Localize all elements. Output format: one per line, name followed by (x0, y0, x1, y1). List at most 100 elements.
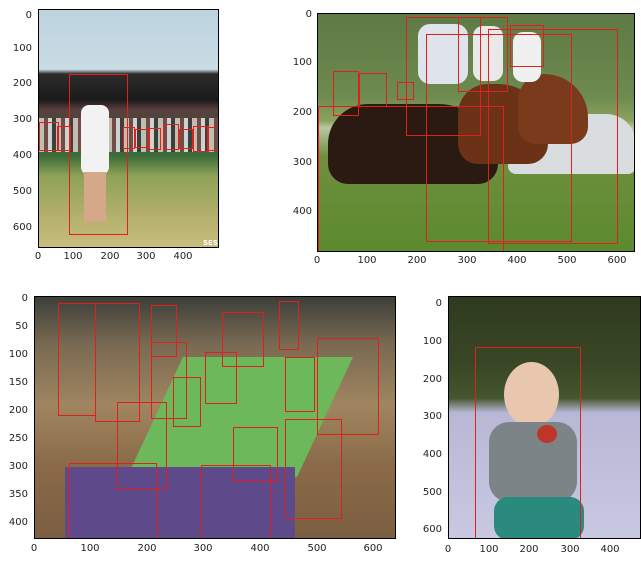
y-tick-label: 200 (8, 405, 28, 416)
y-tick-label: 500 (422, 487, 442, 498)
x-tick-label: 0 (34, 251, 42, 262)
bbox-child (285, 357, 315, 412)
x-tick-label: 0 (30, 543, 38, 554)
x-tick-label: 600 (363, 543, 383, 554)
baby-image (448, 296, 641, 539)
panel-baby: 0 100 200 300 400 500 600 0 100 200 300 … (410, 290, 641, 567)
jockey (513, 32, 541, 82)
x-tick-label: 300 (560, 544, 580, 555)
bbox-child (285, 419, 342, 519)
y-tick-label: 0 (435, 298, 442, 309)
bbox-child (233, 427, 278, 482)
panel-horses: 0 100 200 300 400 0 100 200 300 400 500 … (270, 0, 641, 266)
y-tick-label: 100 (292, 57, 312, 68)
x-tick-label: 400 (600, 544, 620, 555)
y-tick-label: 50 (15, 321, 28, 332)
bbox-jockey (458, 17, 508, 92)
y-tick-label: 100 (422, 336, 442, 347)
bbox-spectator (179, 129, 193, 149)
y-tick-label: 200 (12, 78, 32, 89)
x-tick-label: 300 (193, 543, 213, 554)
bbox-horse (488, 29, 618, 244)
y-tick-label: 100 (8, 349, 28, 360)
y-tick-label: 400 (8, 517, 28, 528)
y-tick-label: 100 (12, 43, 32, 54)
x-tick-label: 400 (173, 251, 193, 262)
bbox-spectator (149, 128, 161, 150)
bbox-person (359, 73, 387, 107)
x-tick-label: 400 (507, 255, 527, 266)
bbox-person (317, 338, 379, 435)
player-legs (84, 172, 106, 222)
bbox-jockey (406, 17, 481, 136)
bbox-spectator (39, 122, 59, 151)
bbox-person (151, 305, 177, 357)
tennis-image: SES (38, 9, 219, 248)
x-tick-label: 300 (136, 251, 156, 262)
bbox-child (173, 377, 201, 427)
x-tick-label: 100 (479, 544, 499, 555)
bbox-spectator (207, 127, 218, 151)
bbox-spectator (123, 127, 135, 149)
bbox-horse (426, 34, 572, 242)
y-tick-label: 500 (12, 186, 32, 197)
panel-party: 0 50 100 150 200 250 300 350 400 0 100 2… (0, 290, 400, 567)
x-tick-label: 100 (63, 251, 83, 262)
y-tick-label: 0 (305, 9, 312, 20)
mat (65, 467, 295, 538)
x-tick-label: 0 (444, 544, 452, 555)
y-tick-label: 300 (12, 114, 32, 125)
x-tick-label: 200 (407, 255, 427, 266)
bbox-person (222, 312, 264, 367)
baby-legs (494, 497, 584, 538)
y-tick-label: 400 (292, 206, 312, 217)
x-tick-label: 100 (80, 543, 100, 554)
bbox-spectator (193, 126, 209, 152)
baby-body (489, 422, 577, 502)
x-tick-label: 500 (307, 543, 327, 554)
x-tick-label: 500 (557, 255, 577, 266)
bbox-child (201, 465, 271, 538)
crowd (39, 118, 218, 152)
x-tick-label: 400 (250, 543, 270, 554)
bbox-child (117, 402, 167, 490)
watermark: SES (203, 239, 218, 247)
y-tick-label: 350 (8, 489, 28, 500)
y-tick-label: 300 (422, 411, 442, 422)
bbox-child (151, 342, 187, 419)
y-tick-label: 400 (422, 449, 442, 460)
bbox-spectator (57, 126, 71, 151)
y-tick-label: 200 (422, 374, 442, 385)
y-tick-label: 300 (292, 157, 312, 168)
x-tick-label: 200 (137, 543, 157, 554)
x-tick-label: 200 (519, 544, 539, 555)
y-tick-label: 300 (8, 461, 28, 472)
baby-head (504, 362, 559, 427)
bbox-child (69, 463, 157, 538)
y-tick-label: 600 (12, 222, 32, 233)
y-tick-label: 0 (21, 293, 28, 304)
x-tick-label: 0 (313, 255, 321, 266)
bbox-spectator (163, 124, 179, 150)
y-tick-label: 250 (8, 433, 28, 444)
party-image (34, 296, 396, 539)
bbox-person (333, 71, 359, 116)
bbox-person (58, 303, 96, 416)
x-tick-label: 200 (100, 251, 120, 262)
bbox-child (205, 352, 237, 404)
bbox-jockey (510, 25, 544, 67)
bbox-player (69, 74, 128, 235)
bbox-person (279, 301, 299, 350)
y-tick-label: 150 (8, 377, 28, 388)
y-tick-label: 400 (12, 150, 32, 161)
horses-image (317, 13, 635, 252)
panel-tennis: SES 0 100 200 300 400 500 600 0 100 200 … (0, 0, 230, 265)
bbox-baby (475, 347, 581, 538)
bbox-horse (318, 106, 504, 251)
y-tick-label: 0 (25, 10, 32, 21)
player-figure (81, 105, 109, 175)
apple (537, 425, 557, 443)
bbox-spectator (135, 129, 149, 148)
bbox-person (397, 82, 414, 100)
x-tick-label: 100 (357, 255, 377, 266)
